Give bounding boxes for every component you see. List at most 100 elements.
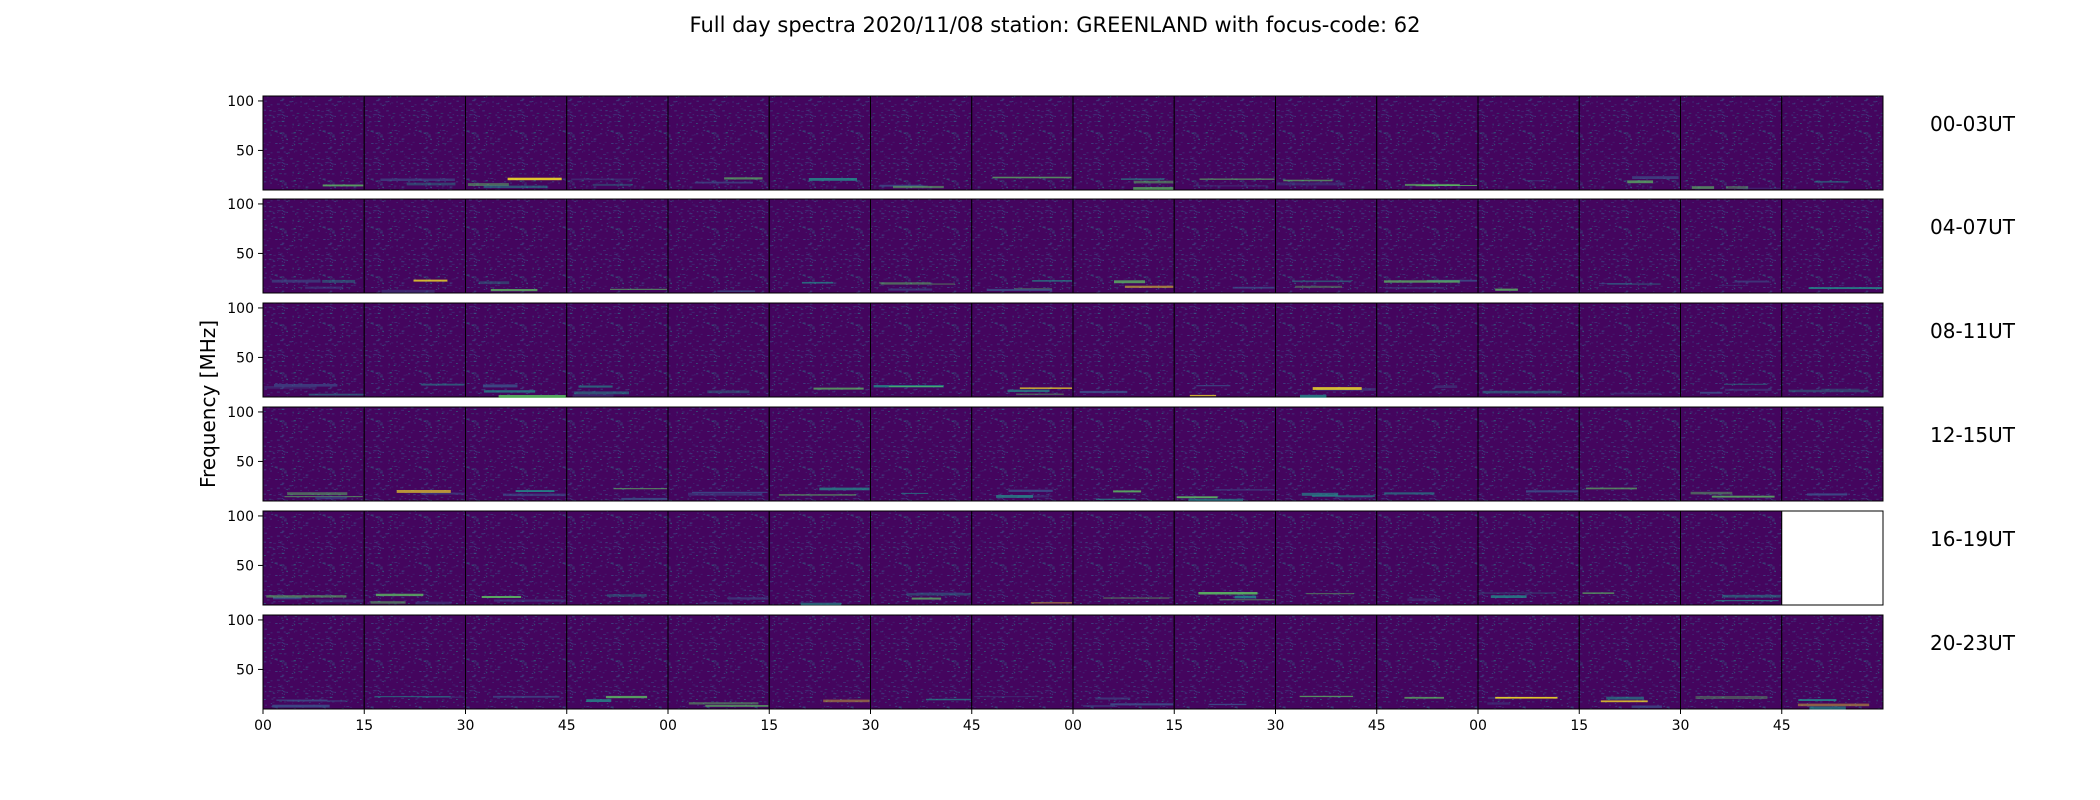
emission-band — [1234, 595, 1257, 599]
y-tick-label: 100 — [227, 94, 254, 110]
emission-band — [415, 601, 452, 605]
spectrum-panel — [465, 198, 568, 294]
emission-band — [1627, 180, 1654, 184]
emission-band — [413, 279, 448, 282]
emission-band — [273, 596, 302, 600]
x-tick-label: 00 — [1064, 718, 1082, 734]
spectrum-panel — [1477, 510, 1580, 606]
spectrum-panel — [1578, 406, 1681, 502]
emission-band — [479, 281, 510, 285]
emission-band — [974, 696, 1039, 698]
emission-band — [879, 184, 923, 187]
emission-band — [272, 704, 330, 708]
spectrum-panel — [1376, 406, 1479, 502]
y-tick-label: 100 — [227, 197, 254, 213]
spectrum-panel — [768, 614, 871, 710]
emission-band — [1487, 702, 1511, 705]
x-tick-label: 45 — [1368, 718, 1386, 734]
x-tick-label: 30 — [862, 718, 880, 734]
spectrum-panel — [1173, 406, 1276, 502]
spectra-row: 100 50 16-19UT — [227, 509, 2016, 606]
spectrum-panel — [1173, 614, 1276, 710]
spectrum-panel — [1680, 198, 1783, 294]
spectrum-panel — [262, 95, 365, 191]
spectrum-panel — [465, 406, 568, 502]
emission-band — [420, 492, 465, 495]
emission-band — [906, 593, 971, 596]
emission-band — [1176, 496, 1218, 499]
emission-band — [621, 497, 667, 500]
row-time-label: 08-11UT — [1930, 319, 2016, 343]
emission-band — [1299, 695, 1353, 698]
x-tick-label: 30 — [457, 718, 475, 734]
spectrum-panel — [1477, 95, 1580, 191]
row-time-label: 12-15UT — [1930, 423, 2016, 447]
emission-band — [1725, 186, 1749, 189]
spectrum-panel — [363, 614, 466, 710]
emission-band — [1124, 285, 1174, 288]
emission-band — [613, 488, 667, 490]
emission-band — [1232, 286, 1275, 289]
x-axis: 00 15 30 45 00 15 30 45 00 15 30 45 00 15 30 45 — [254, 709, 1791, 734]
emission-band — [1814, 181, 1849, 183]
emission-band — [305, 286, 344, 289]
spectrum-panel — [1376, 510, 1479, 606]
emission-band — [271, 279, 321, 283]
spectrum-panel — [1477, 302, 1580, 398]
emission-band — [1435, 385, 1458, 388]
spectrum-panel — [1477, 406, 1580, 502]
emission-band — [1120, 178, 1165, 180]
spectrum-panel — [667, 198, 770, 294]
emission-band — [1199, 178, 1275, 180]
spectrum-panel — [363, 406, 466, 502]
y-tick-label: 100 — [227, 405, 254, 421]
emission-band — [396, 490, 451, 493]
spectrum-panel — [566, 614, 669, 710]
emission-band — [276, 699, 328, 701]
emission-band — [1188, 498, 1244, 501]
emission-band — [1017, 495, 1049, 498]
y-tick-label: 50 — [236, 558, 254, 574]
emission-band — [1019, 387, 1072, 389]
spectrum-panel — [667, 406, 770, 502]
emission-band — [1606, 696, 1644, 700]
emission-band — [1821, 388, 1860, 390]
emission-band — [482, 384, 518, 388]
x-tick-label: 15 — [760, 718, 778, 734]
emission-band — [1691, 186, 1715, 189]
spectrum-panel — [1578, 95, 1681, 191]
spectra-row: 100 50 04-07UT — [227, 197, 2016, 294]
emission-band — [1198, 592, 1258, 595]
spectrum-panel — [566, 510, 669, 606]
emission-band — [1196, 385, 1231, 387]
emission-band — [717, 290, 756, 292]
emission-band — [1095, 697, 1131, 700]
row-time-label: 16-19UT — [1930, 527, 2016, 551]
spectrum-panel — [667, 614, 770, 710]
emission-band — [578, 385, 613, 388]
emission-band — [375, 593, 424, 597]
emission-band — [1133, 187, 1174, 190]
emission-band — [571, 178, 633, 181]
emission-band — [724, 177, 763, 180]
emission-band — [374, 696, 451, 698]
spectrum-panel — [1376, 614, 1479, 710]
emission-band — [370, 601, 406, 604]
spectrum-panel — [870, 510, 973, 606]
emission-band — [1724, 383, 1768, 385]
emission-band — [493, 599, 566, 602]
spectrum-panel — [1680, 614, 1783, 710]
y-axis-label: Frequency [MHz] — [196, 320, 220, 488]
emission-band — [1715, 600, 1779, 602]
y-tick-label: 100 — [227, 301, 254, 317]
emission-band — [1695, 696, 1768, 699]
emission-band — [880, 283, 955, 285]
emission-band — [707, 390, 750, 394]
spectrum-panel — [1072, 302, 1175, 398]
row-time-label: 00-03UT — [1930, 112, 2016, 136]
emission-band — [1032, 280, 1072, 282]
emission-band — [1133, 180, 1174, 184]
emission-band — [819, 487, 870, 491]
x-tick-label: 45 — [558, 718, 576, 734]
emission-band — [1495, 696, 1558, 699]
